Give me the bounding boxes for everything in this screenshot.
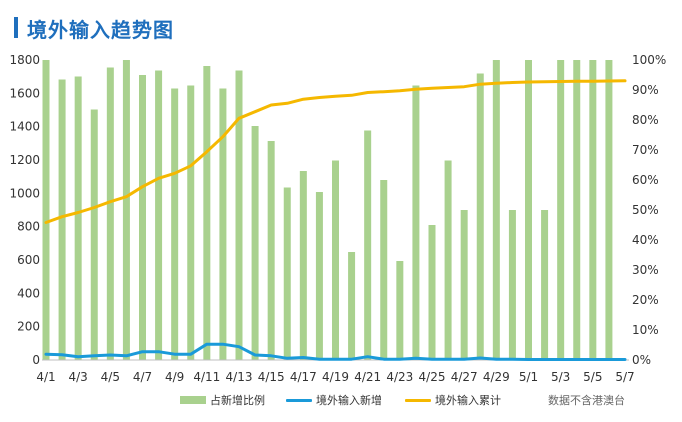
bar: [171, 88, 179, 360]
series-line-new: [44, 342, 627, 361]
y-left-tick-label: 1200: [9, 153, 40, 167]
bar: [541, 210, 549, 360]
bar: [219, 88, 227, 360]
legend-swatch-ratio: [180, 396, 206, 404]
x-tick-label: 4/25: [419, 370, 446, 384]
bar: [42, 60, 50, 360]
x-tick-label: 5/3: [551, 370, 570, 384]
x-tick-label: 4/1: [36, 370, 55, 384]
y-left-tick-label: 200: [17, 320, 40, 334]
legend-label-ratio: 占新增比例: [210, 394, 265, 407]
x-tick-label: 4/7: [133, 370, 152, 384]
x-tick-label: 4/29: [483, 370, 510, 384]
bar: [525, 60, 532, 360]
legend-item-new: 境外输入新增: [286, 392, 382, 408]
bar: [348, 252, 356, 360]
bar: [444, 160, 452, 360]
title-accent-bar: [14, 17, 18, 38]
chart-title: 境外输入趋势图: [27, 18, 174, 42]
x-tick-label: 5/5: [583, 370, 602, 384]
y-right-tick-label: 10%: [632, 323, 659, 337]
legend-item-cumulative: 境外输入累计: [405, 392, 501, 408]
bar: [508, 210, 516, 360]
x-tick-label: 4/11: [193, 370, 220, 384]
y-right-tick-label: 30%: [632, 263, 659, 277]
y-left-tick-label: 800: [17, 220, 40, 234]
y-right-tick-label: 40%: [632, 233, 659, 247]
x-tick-label: 4/17: [290, 370, 317, 384]
y-left-tick-label: 1400: [9, 120, 40, 134]
x-tick-label: 4/9: [165, 370, 184, 384]
bar: [267, 141, 275, 360]
legend-swatch-cumulative: [405, 398, 431, 402]
x-tick-label: 4/15: [258, 370, 285, 384]
bar: [492, 60, 500, 360]
bar: [412, 85, 420, 360]
x-tick-label: 4/19: [322, 370, 349, 384]
x-tick-label: 4/13: [226, 370, 253, 384]
y-left-tick-label: 1600: [9, 86, 40, 100]
x-tick-label: 4/3: [69, 370, 88, 384]
bar: [589, 60, 597, 360]
legend-label-new: 境外输入新增: [316, 394, 382, 407]
bar: [299, 171, 307, 360]
legend: 占新增比例 境外输入新增 境外输入累计: [0, 392, 682, 412]
y-right-tick-label: 100%: [632, 53, 666, 67]
y-right-tick-label: 60%: [632, 173, 659, 187]
bar: [203, 66, 211, 360]
y-right-tick-label: 50%: [632, 203, 659, 217]
bar: [187, 85, 195, 360]
bar: [139, 75, 146, 360]
x-tick-label: 5/7: [615, 370, 634, 384]
footnote: 数据不含港澳台: [548, 394, 625, 407]
bar: [460, 210, 468, 360]
series-line-cumulative: [44, 79, 627, 224]
bar: [396, 261, 404, 360]
bar: [332, 160, 339, 360]
bar: [380, 180, 388, 360]
bar: [315, 192, 323, 360]
legend-item-ratio: 占新增比例: [180, 392, 265, 408]
bar: [106, 67, 114, 360]
bar: [74, 76, 82, 360]
legend-swatch-new: [286, 398, 312, 402]
y-left-tick-label: 600: [17, 253, 40, 267]
bar: [235, 70, 243, 360]
y-right-tick-label: 20%: [632, 293, 659, 307]
bar: [155, 70, 163, 360]
bar: [90, 109, 98, 360]
x-tick-label: 4/21: [354, 370, 381, 384]
bar: [283, 187, 291, 360]
y-right-tick-label: 90%: [632, 83, 659, 97]
y-right-tick-label: 80%: [632, 113, 659, 127]
bar: [573, 60, 581, 360]
y-right-tick-label: 0%: [632, 353, 651, 367]
legend-label-cumulative: 境外输入累计: [435, 394, 501, 407]
x-tick-label: 4/27: [451, 370, 478, 384]
bar: [428, 225, 436, 360]
bar: [58, 79, 66, 360]
x-tick-label: 4/23: [386, 370, 413, 384]
y-left-tick-label: 0: [32, 353, 40, 367]
bar: [364, 130, 372, 360]
bar: [476, 73, 484, 360]
y-left-tick-label: 1800: [9, 53, 40, 67]
bar: [251, 126, 259, 360]
x-tick-label: 5/1: [519, 370, 538, 384]
bar: [605, 60, 613, 360]
x-tick-label: 4/5: [101, 370, 120, 384]
y-left-tick-label: 400: [17, 286, 40, 300]
bar: [122, 60, 130, 360]
y-left-tick-label: 1000: [9, 186, 40, 200]
bar: [557, 60, 565, 360]
y-right-tick-label: 70%: [632, 143, 659, 157]
